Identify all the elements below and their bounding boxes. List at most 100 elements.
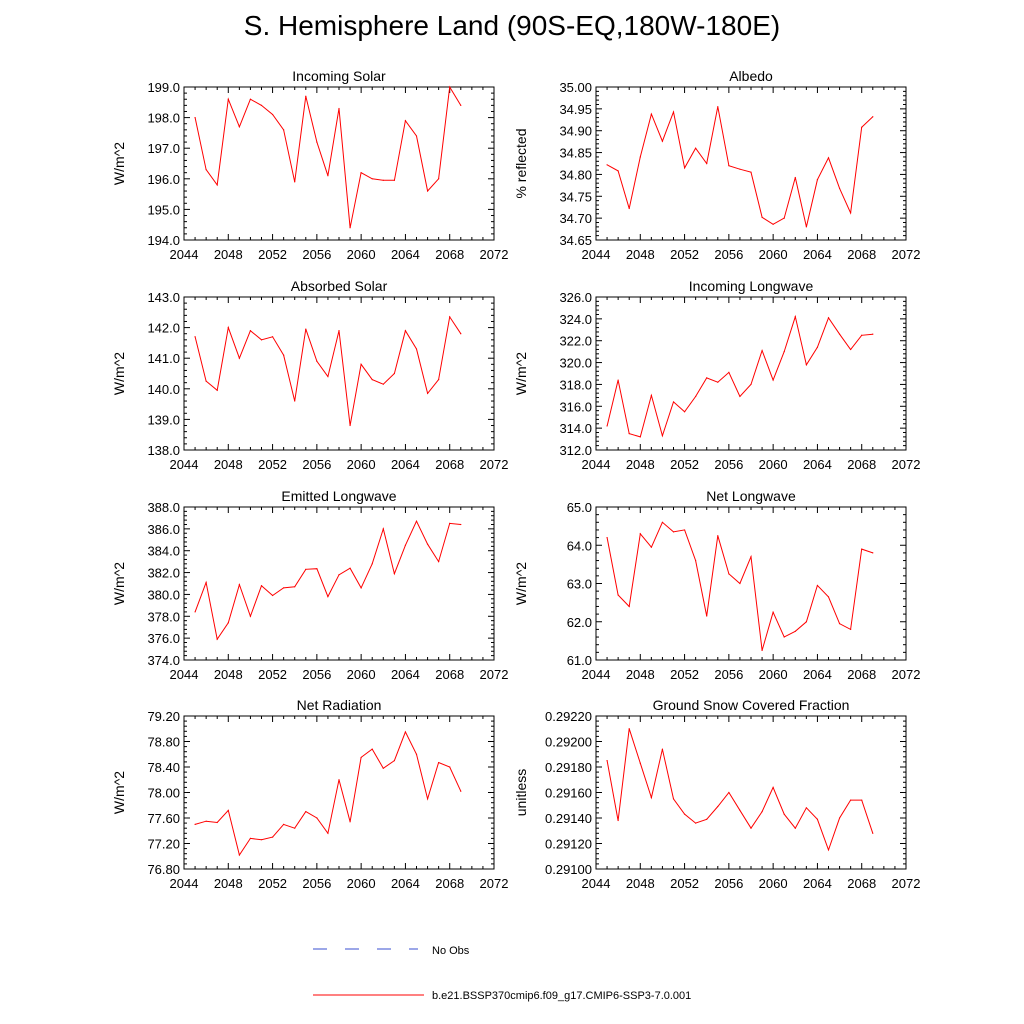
y-tick-label: 314.0 [559,421,592,436]
y-tick-label: 138.0 [147,443,180,458]
data-point [260,585,263,587]
data-point [838,817,841,819]
data-point [661,521,664,523]
data-point [338,779,340,781]
data-point [650,113,652,115]
data-point [393,372,395,375]
series-line [194,520,461,641]
x-tick-label: 2064 [391,876,420,891]
x-tick-label: 2060 [759,876,788,891]
y-tick-label: 196.0 [147,172,180,187]
data-point [695,147,697,149]
data-point [739,168,741,170]
x-tick-label: 2068 [435,667,464,682]
x-tick-label: 2056 [714,247,743,262]
data-point [827,317,830,319]
y-tick-label: 34.75 [559,189,592,204]
data-point [260,839,263,841]
data-point [338,330,340,332]
data-point [438,761,440,764]
data-point [628,728,630,730]
y-tick-label: 384.0 [147,544,180,559]
data-point [249,615,252,617]
y-axis-label: W/m^2 [513,562,529,605]
data-point [850,212,852,214]
series-line [606,314,873,438]
data-point [404,120,407,122]
x-tick-label: 2064 [803,876,832,891]
data-point [271,594,274,597]
data-point [426,392,429,394]
data-point [316,141,318,143]
data-point [772,786,774,789]
data-point [382,528,384,530]
y-axis-label: % reflected [513,128,529,198]
x-tick-label: 2048 [626,457,655,472]
legend-model-label: b.e21.BSSP370cmip6.f09_g17.CMIP6-SSP3-7.… [432,990,691,1002]
data-point [205,820,207,822]
data-point [371,178,373,180]
data-point [606,760,608,762]
data-point [426,190,429,192]
data-point [661,435,664,437]
y-tick-label: 199.0 [147,80,180,95]
y-tick-label: 77.20 [147,837,180,852]
panel-title: Net Radiation [297,697,382,713]
y-tick-label: 61.0 [567,653,592,668]
data-point [327,375,329,378]
data-point [371,379,373,381]
data-point [249,837,252,840]
data-point [305,811,307,813]
data-point [872,552,874,554]
y-tick-label: 322.0 [559,334,592,349]
data-point [628,605,630,608]
data-point [861,334,863,336]
x-tick-label: 2064 [803,247,832,262]
data-point [382,767,384,769]
x-tick-label: 2044 [582,876,611,891]
data-point [305,95,307,97]
data-point [783,351,785,353]
data-point [827,849,830,851]
x-tick-label: 2048 [626,247,655,262]
data-point [327,832,329,834]
data-point [449,522,451,524]
panel-title: Incoming Solar [292,68,386,84]
x-tick-label: 2060 [347,667,376,682]
x-tick-label: 2044 [170,247,199,262]
y-tick-label: 195.0 [147,202,180,217]
data-point [706,377,708,379]
x-tick-label: 2060 [759,247,788,262]
panel-title: Emitted Longwave [281,488,396,504]
series-line [194,315,462,426]
data-point [739,582,741,585]
data-point [415,753,418,755]
data-point [672,111,675,113]
data-point [260,339,263,341]
x-tick-label: 2068 [847,457,876,472]
data-point [639,156,641,158]
x-tick-label: 2060 [759,457,788,472]
data-point [850,628,852,631]
data-point [794,316,796,318]
data-point [805,807,807,809]
x-tick-label: 2048 [626,876,655,891]
data-point [249,330,252,332]
x-tick-label: 2044 [582,247,611,262]
x-tick-label: 2060 [759,667,788,682]
y-tick-label: 380.0 [147,587,180,602]
y-tick-label: 35.00 [559,80,592,95]
data-point [672,531,675,533]
panel-5: Emitted Longwave 2044 2048 2052 2056 2060 2064… [111,488,508,682]
data-point [194,117,196,119]
figure-title: S. Hemisphere Land (90S-EQ,180W-180E) [243,10,781,41]
data-point [194,823,196,825]
data-point [695,822,697,824]
data-point [728,371,730,374]
y-tick-label: 326.0 [559,290,592,305]
y-tick-label: 76.80 [147,862,180,877]
y-tick-label: 386.0 [147,522,180,537]
data-point [305,328,307,330]
data-point [349,821,351,823]
